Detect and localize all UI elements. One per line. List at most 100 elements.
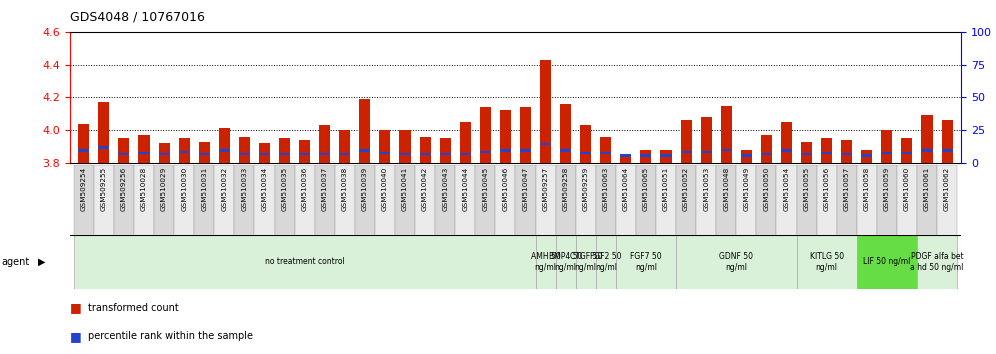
Bar — [99, 102, 110, 163]
Bar — [138, 152, 149, 154]
Bar — [214, 165, 234, 236]
Bar — [239, 137, 250, 163]
Bar — [520, 149, 531, 152]
Bar — [917, 235, 957, 289]
Bar — [700, 117, 712, 163]
Bar — [79, 149, 90, 152]
Text: GSM509254: GSM509254 — [81, 167, 87, 211]
Bar — [862, 150, 872, 163]
Bar — [480, 107, 491, 163]
Bar — [374, 165, 395, 236]
Text: GSM510058: GSM510058 — [864, 167, 870, 211]
Text: GSM510064: GSM510064 — [622, 167, 628, 211]
Bar — [601, 152, 612, 154]
Text: transformed count: transformed count — [88, 303, 178, 313]
Bar — [777, 165, 797, 236]
Text: GSM510043: GSM510043 — [442, 167, 448, 211]
Bar — [500, 110, 511, 163]
Bar — [821, 138, 832, 163]
Bar — [901, 138, 912, 163]
Bar — [801, 153, 812, 155]
Bar — [460, 153, 471, 155]
Bar — [857, 165, 876, 236]
Bar — [876, 165, 896, 236]
Text: LIF 50 ng/ml: LIF 50 ng/ml — [864, 257, 910, 267]
Bar — [540, 143, 551, 145]
Text: GSM510054: GSM510054 — [784, 167, 790, 211]
Text: GSM510038: GSM510038 — [342, 167, 348, 211]
Text: GSM510057: GSM510057 — [844, 167, 850, 211]
Bar — [616, 235, 676, 289]
Bar — [941, 120, 952, 163]
Text: ▶: ▶ — [38, 257, 46, 267]
Bar — [154, 165, 174, 236]
Text: GSM510052: GSM510052 — [683, 167, 689, 211]
Bar — [536, 165, 556, 236]
Text: GSM510035: GSM510035 — [282, 167, 288, 211]
Bar — [435, 165, 455, 236]
Bar — [896, 165, 917, 236]
Text: ■: ■ — [70, 302, 82, 314]
Bar — [340, 130, 351, 163]
Text: PDGF alfa bet
a hd 50 ng/ml: PDGF alfa bet a hd 50 ng/ml — [910, 252, 964, 272]
Text: GSM509255: GSM509255 — [101, 167, 107, 211]
Bar — [419, 137, 430, 163]
Text: GSM510042: GSM510042 — [422, 167, 428, 211]
Bar — [676, 165, 696, 236]
Text: GSM510046: GSM510046 — [502, 167, 508, 211]
Text: GSM510060: GSM510060 — [904, 167, 910, 211]
Bar — [640, 154, 651, 157]
Text: GSM510034: GSM510034 — [262, 167, 268, 211]
Text: GSM510059: GSM510059 — [883, 167, 889, 211]
Bar — [837, 165, 857, 236]
Bar — [901, 152, 912, 154]
Text: GDNF 50
ng/ml: GDNF 50 ng/ml — [719, 252, 753, 272]
Bar — [379, 130, 390, 163]
Bar — [234, 165, 254, 236]
Bar — [596, 165, 616, 236]
Bar — [621, 155, 631, 163]
Bar — [399, 153, 410, 155]
Text: GSM510041: GSM510041 — [402, 167, 408, 211]
Text: GSM510028: GSM510028 — [141, 167, 147, 211]
Bar — [881, 130, 892, 163]
Bar — [660, 154, 671, 157]
Bar — [635, 165, 656, 236]
Bar — [335, 165, 355, 236]
Bar — [114, 165, 134, 236]
Bar — [756, 165, 777, 236]
Bar — [219, 149, 230, 152]
Bar — [158, 153, 169, 155]
Bar — [299, 140, 310, 163]
Bar — [601, 137, 612, 163]
Bar — [917, 165, 937, 236]
Bar — [761, 153, 772, 155]
Bar — [275, 165, 295, 236]
Bar — [360, 99, 371, 163]
Bar — [616, 165, 635, 236]
Bar — [455, 165, 475, 236]
Bar — [842, 140, 853, 163]
Text: GSM510031: GSM510031 — [201, 167, 207, 211]
Bar — [576, 165, 596, 236]
Bar — [781, 149, 792, 152]
Bar — [660, 150, 671, 163]
Bar — [921, 149, 932, 152]
Bar — [299, 153, 310, 155]
Text: FGF2 50
ng/ml: FGF2 50 ng/ml — [590, 252, 622, 272]
Bar — [817, 165, 837, 236]
Bar — [556, 235, 576, 289]
Bar — [99, 146, 110, 149]
Bar — [439, 138, 450, 163]
Bar — [797, 235, 857, 289]
Text: GSM510044: GSM510044 — [462, 167, 468, 211]
Bar — [355, 165, 374, 236]
Bar — [199, 142, 210, 163]
Bar — [881, 152, 892, 154]
Text: KITLG 50
ng/ml: KITLG 50 ng/ml — [810, 252, 844, 272]
Bar — [937, 165, 957, 236]
Bar — [781, 122, 792, 163]
Bar — [119, 153, 129, 155]
Bar — [475, 165, 495, 236]
Text: GSM509256: GSM509256 — [121, 167, 126, 211]
